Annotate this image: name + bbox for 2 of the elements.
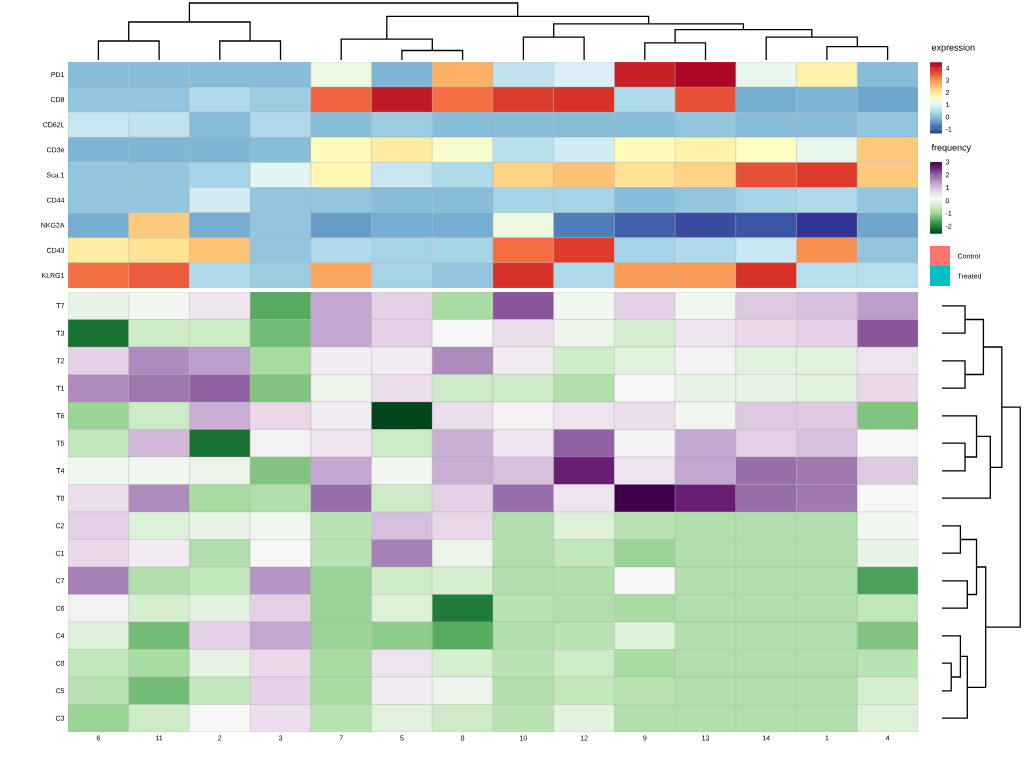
color-bar-title: frequency — [931, 144, 972, 153]
color-bar-title: expression — [931, 44, 975, 53]
